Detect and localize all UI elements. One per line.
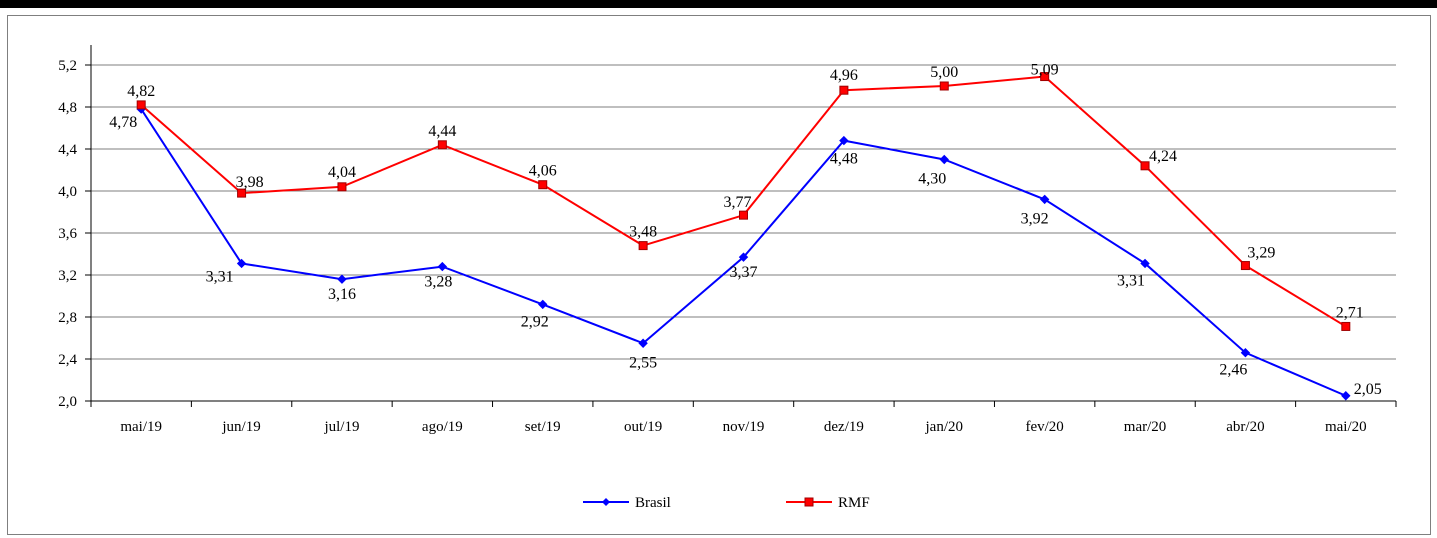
data-label-brasil: 4,48: [830, 151, 858, 168]
data-label-rmf: 5,00: [930, 64, 958, 81]
data-point-brasil: [1240, 347, 1251, 358]
data-label-rmf: 4,04: [328, 164, 356, 181]
data-point-rmf: [839, 85, 849, 95]
x-tick-label: jan/20: [925, 419, 964, 435]
y-tick-label: 4,0: [58, 184, 77, 200]
data-point-brasil: [738, 252, 749, 262]
legend-marker-brasil: [602, 498, 610, 506]
legend-label-brasil: Brasil: [635, 495, 671, 511]
y-tick-label: 3,2: [58, 268, 77, 284]
x-tick-label: fev/20: [1025, 419, 1063, 435]
data-label-brasil: 3,16: [328, 286, 356, 303]
data-label-brasil: 4,30: [918, 171, 946, 188]
x-tick-label: jun/19: [221, 419, 260, 435]
data-point-rmf: [538, 180, 548, 190]
data-point-brasil: [337, 274, 347, 284]
data-point-rmf: [739, 210, 748, 220]
x-tick-label: abr/20: [1226, 419, 1264, 435]
data-label-brasil: 3,31: [1117, 272, 1145, 289]
data-point-rmf: [939, 81, 949, 91]
data-label-brasil: 4,78: [109, 114, 137, 131]
x-tick-label: out/19: [624, 419, 662, 435]
x-tick-label: nov/19: [723, 419, 765, 435]
data-label-rmf: 2,71: [1336, 304, 1364, 321]
data-label-brasil: 2,46: [1219, 362, 1247, 379]
y-tick-label: 3,6: [58, 226, 77, 242]
top-border-bar: [0, 0, 1437, 8]
x-tick-label: mai/20: [1325, 419, 1367, 435]
y-tick-label: 2,4: [58, 352, 77, 368]
data-point-brasil: [638, 338, 648, 348]
x-tick-label: jul/19: [323, 419, 359, 435]
data-label-rmf: 4,96: [830, 67, 858, 84]
y-tick-label: 4,8: [58, 100, 77, 116]
data-point-brasil: [839, 135, 849, 146]
data-point-brasil: [538, 299, 548, 310]
y-tick-label: 4,4: [58, 142, 77, 158]
data-point-brasil: [1341, 391, 1351, 401]
data-label-brasil: 2,05: [1354, 381, 1382, 398]
data-label-brasil: 3,37: [730, 264, 758, 281]
data-point-brasil: [236, 258, 247, 269]
data-label-rmf: 3,48: [629, 224, 657, 241]
data-label-rmf: 4,06: [529, 163, 557, 180]
data-label-brasil: 3,28: [424, 274, 452, 291]
data-label-rmf: 3,29: [1247, 245, 1275, 262]
x-tick-label: mai/19: [120, 419, 162, 435]
data-point-rmf: [1140, 161, 1150, 171]
data-label-rmf: 4,24: [1149, 148, 1177, 165]
data-point-brasil: [1039, 194, 1050, 205]
data-label-brasil: 3,31: [206, 268, 234, 285]
x-tick-label: dez/19: [824, 419, 864, 435]
data-point-rmf: [638, 241, 648, 251]
data-label-brasil: 2,92: [521, 313, 549, 330]
data-label-rmf: 5,09: [1031, 62, 1059, 79]
data-point-rmf: [136, 100, 146, 110]
data-point-rmf: [237, 188, 247, 198]
legend-label-rmf: RMF: [838, 495, 870, 511]
data-label-brasil: 2,55: [629, 354, 657, 371]
data-label-brasil: 3,92: [1021, 210, 1049, 227]
data-point-rmf: [337, 182, 347, 192]
data-label-rmf: 3,77: [724, 194, 752, 211]
y-tick-label: 2,0: [58, 394, 77, 410]
x-tick-label: set/19: [525, 419, 561, 435]
data-label-rmf: 4,82: [127, 83, 155, 100]
chart-frame: 2,0 2,4 2,8 3,2 3,6 4,0 4,4 4,8 5,2 mai/19 jun/19 j…: [7, 15, 1431, 535]
y-tick-label: 5,2: [58, 58, 77, 74]
x-tick-label: mar/20: [1124, 419, 1167, 435]
data-point-brasil: [437, 261, 448, 272]
data-point-rmf: [1240, 261, 1250, 271]
data-point-brasil: [939, 154, 949, 165]
x-tick-label: ago/19: [422, 419, 463, 435]
data-point-rmf: [437, 140, 447, 150]
data-label-rmf: 3,98: [236, 174, 264, 191]
data-point-rmf: [1040, 72, 1050, 82]
data-point-rmf: [1341, 321, 1351, 331]
data-point-brasil: [1140, 258, 1150, 269]
legend-marker-rmf: [804, 497, 814, 507]
line-chart: 2,0 2,4 2,8 3,2 3,6 4,0 4,4 4,8 5,2 mai/19 jun/19 j…: [58, 45, 1397, 511]
y-tick-label: 2,8: [58, 310, 77, 326]
data-label-rmf: 4,44: [428, 123, 456, 140]
